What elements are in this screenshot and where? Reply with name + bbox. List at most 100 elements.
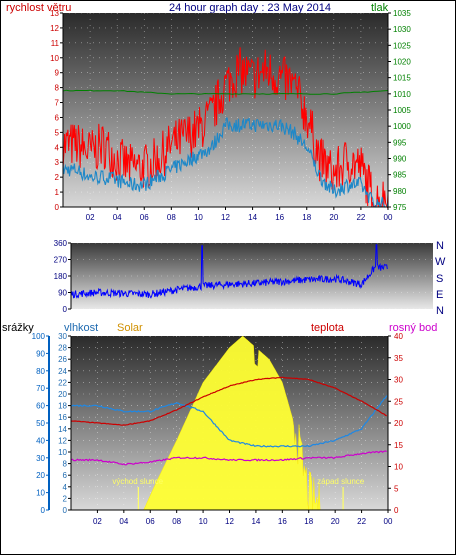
direction-tick-label: 180 bbox=[54, 272, 68, 281]
humidity-tick-label: 24 bbox=[58, 367, 67, 376]
series-solar bbox=[143, 335, 322, 511]
compass-n-bottom: N bbox=[436, 305, 444, 317]
wind-tick-label: 5 bbox=[55, 128, 60, 137]
wind-tick-label: 11 bbox=[51, 39, 60, 48]
sunrise-label: východ slunce bbox=[112, 477, 163, 486]
humidity-tick-label: 6 bbox=[63, 471, 68, 480]
compass-s: S bbox=[436, 273, 443, 285]
wind-tick-label: 4 bbox=[55, 143, 60, 152]
x-tick-label-bottom: 08 bbox=[172, 517, 181, 526]
pressure-tick-label: 1000 bbox=[393, 122, 411, 131]
x-tick-label-bottom: 10 bbox=[199, 517, 208, 526]
temperature-tick-label: 30 bbox=[394, 376, 403, 385]
rain-tick-label: 0 bbox=[41, 506, 46, 515]
pressure-tick-label: 985 bbox=[393, 171, 407, 180]
humidity-tick-label: 18 bbox=[58, 402, 67, 411]
humidity-tick-label: 30 bbox=[58, 332, 67, 341]
rain-tick-label: 60 bbox=[36, 402, 45, 411]
x-tick-label-bottom: 12 bbox=[225, 517, 234, 526]
x-tick-label-bottom: 06 bbox=[146, 517, 155, 526]
wind-axis-title: rychlost větru bbox=[6, 2, 71, 14]
temperature-tick-label: 35 bbox=[394, 354, 403, 363]
compass-w: W bbox=[435, 256, 446, 268]
x-tick-label: 16 bbox=[275, 213, 284, 222]
series-dew-point bbox=[70, 450, 387, 466]
x-tick-label: 02 bbox=[86, 213, 95, 222]
rain-tick-label: 90 bbox=[36, 349, 45, 358]
x-tick-label: 22 bbox=[356, 213, 365, 222]
dew-point-axis-title: rosný bod bbox=[389, 322, 437, 334]
humidity-tick-label: 0 bbox=[63, 506, 68, 515]
humidity-tick-label: 4 bbox=[63, 483, 68, 492]
wind-tick-label: 12 bbox=[50, 24, 59, 33]
direction-tick-label: 360 bbox=[54, 239, 68, 248]
direction-tick-label: 270 bbox=[54, 256, 68, 265]
x-tick-label-bottom: 22 bbox=[357, 517, 366, 526]
rain-tick-label: 10 bbox=[36, 489, 45, 498]
series-wind-direction bbox=[70, 244, 388, 299]
direction-tick-label: 90 bbox=[58, 289, 67, 298]
rain-tick-label: 70 bbox=[36, 384, 45, 393]
x-tick-label: 14 bbox=[248, 213, 257, 222]
x-tick-label: 18 bbox=[302, 213, 311, 222]
pressure-tick-label: 1030 bbox=[393, 25, 411, 34]
rain-axis-title: srážky bbox=[2, 322, 34, 334]
x-tick-label-bottom: 16 bbox=[278, 517, 287, 526]
humidity-tick-label: 14 bbox=[58, 425, 67, 434]
pressure-tick-label: 1025 bbox=[393, 41, 411, 50]
humidity-tick-label: 2 bbox=[63, 494, 68, 503]
x-tick-label: 04 bbox=[113, 213, 122, 222]
page-title: 24 hour graph day : 23 May 2014 bbox=[169, 2, 331, 14]
temperature-tick-label: 10 bbox=[394, 463, 403, 472]
humidity-tick-label: 16 bbox=[58, 413, 67, 422]
series-wind-gust bbox=[62, 47, 389, 209]
wind-tick-label: 10 bbox=[50, 54, 59, 63]
x-tick-label-bottom: 14 bbox=[251, 517, 260, 526]
rain-tick-label: 50 bbox=[36, 419, 45, 428]
x-tick-label-bottom: 04 bbox=[119, 517, 128, 526]
pressure-tick-label: 1005 bbox=[393, 106, 411, 115]
temperature-tick-label: 40 bbox=[394, 332, 403, 341]
pressure-tick-label: 1020 bbox=[393, 58, 411, 67]
humidity-tick-label: 10 bbox=[58, 448, 67, 457]
series-wind-avg bbox=[62, 117, 389, 208]
panel-temp: východ slunce západ slunce010203040506070… bbox=[32, 332, 404, 526]
pressure-tick-label: 1035 bbox=[393, 9, 411, 18]
x-tick-label: 20 bbox=[329, 213, 338, 222]
wind-tick-label: 3 bbox=[55, 158, 60, 167]
x-tick-label: 06 bbox=[140, 213, 149, 222]
pressure-tick-label: 1015 bbox=[393, 74, 411, 83]
sunset-label: západ slunce bbox=[317, 477, 365, 486]
temperature-tick-label: 0 bbox=[394, 506, 399, 515]
panel-wind: 0123456789101112139759809859909951000100… bbox=[50, 9, 411, 222]
humidity-tick-label: 12 bbox=[58, 436, 67, 445]
pressure-tick-label: 995 bbox=[393, 138, 407, 147]
direction-tick-label: 0 bbox=[63, 305, 68, 314]
x-tick-label-bottom: 02 bbox=[93, 517, 102, 526]
compass-e: E bbox=[436, 289, 443, 301]
rain-tick-label: 30 bbox=[36, 454, 45, 463]
compass-n-top: N bbox=[436, 240, 444, 252]
pressure-tick-label: 975 bbox=[393, 203, 407, 212]
wind-tick-label: 9 bbox=[55, 69, 60, 78]
temperature-tick-label: 15 bbox=[394, 441, 403, 450]
wind-tick-label: 8 bbox=[55, 84, 60, 93]
pressure-tick-label: 1010 bbox=[393, 90, 411, 99]
wind-tick-label: 2 bbox=[55, 173, 60, 182]
x-tick-label: 10 bbox=[194, 213, 203, 222]
rain-tick-label: 80 bbox=[36, 367, 45, 376]
humidity-tick-label: 22 bbox=[58, 378, 67, 387]
series-temperature bbox=[71, 376, 387, 426]
series-pressure bbox=[62, 89, 389, 95]
panel-direction: 0 90 180 270 360 bbox=[54, 239, 433, 314]
x-tick-label: 12 bbox=[221, 213, 230, 222]
temperature-axis-title: teplota bbox=[311, 322, 345, 334]
humidity-tick-label: 28 bbox=[58, 344, 67, 353]
x-tick-label: 08 bbox=[167, 213, 176, 222]
temperature-tick-label: 25 bbox=[394, 397, 403, 406]
wind-tick-label: 7 bbox=[55, 99, 60, 108]
humidity-tick-label: 20 bbox=[58, 390, 67, 399]
x-tick-label: 00 bbox=[384, 213, 393, 222]
